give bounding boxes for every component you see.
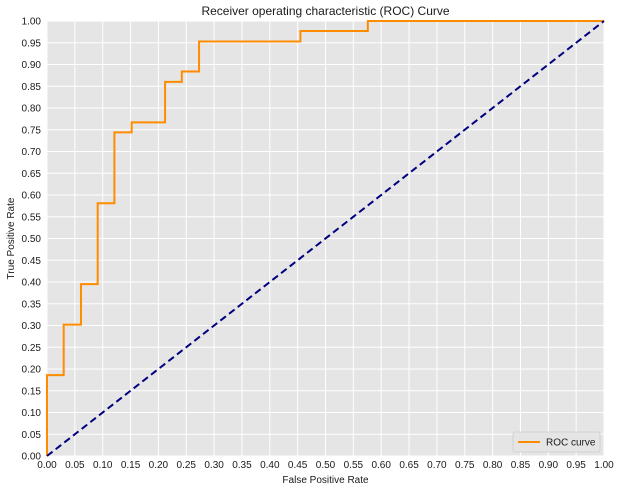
x-tick-label: 0.45 — [288, 460, 308, 471]
x-tick-label: 0.55 — [344, 460, 364, 471]
y-tick-label: 0.75 — [22, 125, 42, 136]
y-tick-label: 0.20 — [22, 365, 42, 376]
legend: ROC curve — [512, 431, 601, 453]
x-tick-label: 0.20 — [149, 460, 169, 471]
y-tick-label: 0.55 — [22, 212, 42, 223]
x-tick-label: 0.85 — [511, 460, 531, 471]
x-tick-label: 0.10 — [93, 460, 113, 471]
y-tick-label: 0.85 — [22, 82, 42, 93]
y-tick-label: 0.00 — [22, 452, 42, 463]
y-tick-label: 0.05 — [22, 430, 42, 441]
chart-title: Receiver operating characteristic (ROC) … — [201, 4, 449, 18]
x-tick-label: 0.40 — [260, 460, 280, 471]
y-tick-label: 0.50 — [22, 234, 42, 245]
x-tick-label: 0.30 — [204, 460, 224, 471]
x-tick-label: 0.50 — [316, 460, 336, 471]
y-tick-label: 0.40 — [22, 278, 42, 289]
y-tick-label: 0.60 — [22, 191, 42, 202]
x-tick-label: 0.60 — [371, 460, 391, 471]
x-axis-title: False Positive Rate — [282, 475, 369, 486]
y-tick-label: 0.45 — [22, 256, 42, 267]
x-tick-label: 0.65 — [399, 460, 419, 471]
y-tick-label: 0.10 — [22, 408, 42, 419]
x-tick-label: 0.25 — [177, 460, 197, 471]
x-tick-label: 0.80 — [483, 460, 503, 471]
series-layer — [46, 20, 605, 457]
y-tick-label: 0.35 — [22, 299, 42, 310]
legend-box — [512, 431, 601, 453]
y-tick-label: 0.15 — [22, 386, 42, 397]
x-tick-label: 0.70 — [427, 460, 447, 471]
x-tick-label: 0.75 — [455, 460, 475, 471]
legend-label-roc-curve: ROC curve — [546, 438, 596, 449]
y-tick-label: 0.70 — [22, 147, 42, 158]
x-tick-label: 0.00 — [37, 460, 57, 471]
x-tick-label: 0.35 — [232, 460, 252, 471]
y-tick-label: 1.00 — [22, 17, 42, 28]
series-line-chance-diagonal — [46, 20, 605, 457]
x-tick-label: 0.05 — [65, 460, 85, 471]
y-tick-label: 0.80 — [22, 104, 42, 115]
x-tick-labels: 0.00 0.05 0.10 0.15 0.20 0.25 0.30 0.35 0.40 0.45… — [37, 460, 614, 471]
y-tick-label: 0.25 — [22, 343, 42, 354]
y-tick-label: 0.95 — [22, 38, 42, 49]
series-line-roc-curve — [46, 20, 604, 456]
y-tick-label: 0.90 — [22, 60, 42, 71]
x-tick-label: 0.90 — [539, 460, 559, 471]
y-tick-label: 0.30 — [22, 321, 42, 332]
x-tick-label: 0.15 — [121, 460, 141, 471]
x-tick-label: 1.00 — [594, 460, 614, 471]
y-tick-label: 0.65 — [22, 169, 42, 180]
y-axis-title: True Positive Rate — [6, 197, 17, 279]
y-tick-labels: 0.00 0.05 0.10 0.15 0.20 0.25 0.30 0.35 0.40 0.45… — [22, 17, 42, 463]
x-tick-label: 0.95 — [566, 460, 586, 471]
